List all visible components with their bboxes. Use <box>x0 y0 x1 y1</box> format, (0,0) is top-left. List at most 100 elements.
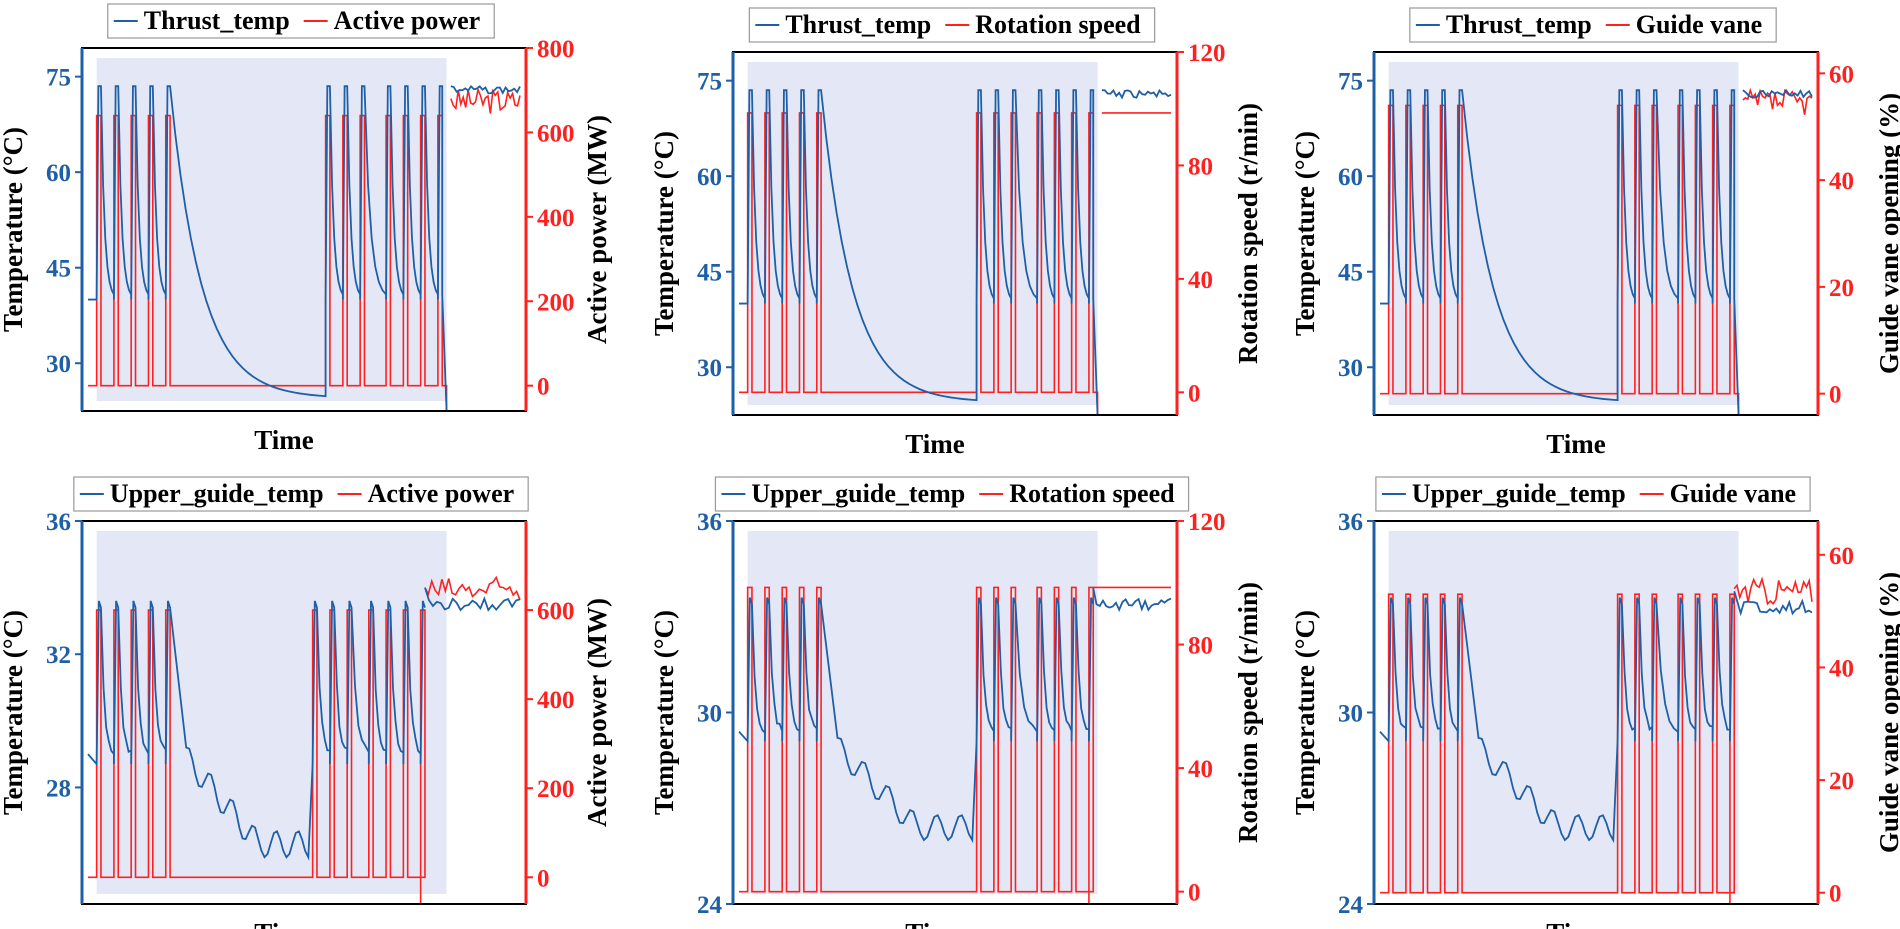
panel-5: 24 30 36 0 40 80 120 Temperature (°C) Rotation s… <box>649 476 1263 929</box>
left-tick-label: 36 <box>697 509 722 536</box>
legend-box <box>1375 476 1811 512</box>
shaded-window <box>96 531 447 894</box>
right-tick-label: 800 <box>537 36 575 63</box>
right-tick-label: 40 <box>1829 655 1854 682</box>
left-tick-label: 60 <box>46 160 71 187</box>
right-tick-label: 120 <box>1188 509 1226 536</box>
legend-entry-label: Rotation speed <box>975 10 1141 39</box>
legend-entry-label: Upper_guide_temp <box>1412 479 1626 508</box>
right-axis-label: Active power (MW) <box>582 115 612 344</box>
legend-entry-label: Guide vane <box>1636 10 1762 39</box>
left-axis-label: Temperature (°C) <box>0 127 28 332</box>
right-tick-label: 600 <box>537 120 575 147</box>
left-tick-label: 60 <box>1338 164 1363 191</box>
right-tick-label: 120 <box>1188 40 1226 67</box>
series-line-upper_guide_temp <box>87 587 521 861</box>
legend-entry-label: Upper_guide_temp <box>751 479 965 508</box>
shaded-window <box>747 531 1098 894</box>
right-axis-label: Rotation speed (r/min) <box>1233 582 1263 843</box>
series-line-upper_guide_temp <box>1379 590 1813 844</box>
left-axis-label: Temperature (°C) <box>1290 131 1320 336</box>
left-tick-label: 45 <box>697 260 722 287</box>
right-tick-label: 200 <box>537 776 575 803</box>
legend-entry-label: Thrust_temp <box>144 6 290 35</box>
right-tick-label: 400 <box>537 687 575 714</box>
left-tick-label: 75 <box>1338 69 1363 96</box>
left-tick-label: 36 <box>46 509 71 536</box>
panel-6: 24 30 36 0 20 40 60 Temperature (°C) Guide vane … <box>1290 476 1900 929</box>
panel-2: 30 45 60 75 0 40 80 120 Temperature (°C) Rotation… <box>649 7 1263 459</box>
left-tick-label: 30 <box>697 701 722 728</box>
left-tick-label: 30 <box>46 351 71 378</box>
right-tick-label: 80 <box>1188 633 1213 660</box>
right-tick-label: 60 <box>1829 61 1854 88</box>
right-tick-label: 200 <box>537 289 575 316</box>
left-axis-label: Temperature (°C) <box>649 610 679 815</box>
series-line-thrust_temp <box>88 85 521 412</box>
shaded-window <box>1388 531 1739 894</box>
right-tick-label: 600 <box>537 598 575 625</box>
panel-1: 30 45 60 75 0 200 400 600 800 Temperature (°C) Act… <box>0 3 612 455</box>
x-axis-label: Time <box>905 429 965 459</box>
left-axis-label: Temperature (°C) <box>1290 610 1320 815</box>
left-tick-label: 75 <box>46 65 71 92</box>
x-axis-label: Time <box>1546 918 1606 929</box>
legend-box <box>107 3 495 39</box>
legend-entry-label: Active power <box>334 6 481 35</box>
left-tick-label: 30 <box>697 355 722 382</box>
left-tick-label: 30 <box>1338 355 1363 382</box>
series-line-thrust_temp <box>739 88 1172 416</box>
x-axis-label: Time <box>905 918 965 929</box>
legend: Upper_guide_temp Active power <box>73 476 529 512</box>
legend: Upper_guide_temp Rotation speed <box>714 476 1190 512</box>
right-tick-label: 0 <box>1188 880 1201 907</box>
left-tick-label: 24 <box>1338 892 1364 919</box>
right-tick-label: 40 <box>1188 267 1213 294</box>
legend-entry-label: Thrust_temp <box>1446 10 1592 39</box>
left-axis-label: Temperature (°C) <box>0 610 28 815</box>
left-tick-label: 32 <box>46 642 71 669</box>
legend-entry-label: Guide vane <box>1670 479 1796 508</box>
legend-entry-label: Rotation speed <box>1009 479 1175 508</box>
legend: Thrust_temp Active power <box>107 3 495 39</box>
right-tick-label: 0 <box>537 865 550 892</box>
legend: Thrust_temp Rotation speed <box>748 7 1156 43</box>
legend-entry-label: Thrust_temp <box>785 10 931 39</box>
right-tick-label: 80 <box>1188 153 1213 180</box>
right-tick-label: 400 <box>537 205 575 232</box>
legend-entry-label: Active power <box>368 479 515 508</box>
series-line-upper_guide_temp <box>738 587 1172 844</box>
legend-box <box>714 476 1190 512</box>
left-tick-label: 30 <box>1338 701 1363 728</box>
series-line-thrust_temp <box>1380 88 1813 416</box>
left-tick-label: 75 <box>697 69 722 96</box>
left-tick-label: 28 <box>46 775 71 802</box>
x-axis-label: Time <box>254 918 314 929</box>
legend-box <box>1409 7 1777 43</box>
right-tick-label: 20 <box>1829 768 1854 795</box>
right-axis-label: Active power (MW) <box>582 598 612 827</box>
left-tick-label: 36 <box>1338 509 1363 536</box>
right-axis-label: Guide vane opening (%) <box>1874 572 1900 853</box>
legend-box <box>73 476 529 512</box>
left-axis-label: Temperature (°C) <box>649 131 679 336</box>
legend: Thrust_temp Guide vane <box>1409 7 1777 43</box>
left-tick-label: 24 <box>697 892 723 919</box>
x-axis-label: Time <box>254 425 314 455</box>
right-tick-label: 0 <box>1829 881 1842 908</box>
left-tick-label: 45 <box>46 256 71 283</box>
right-tick-label: 40 <box>1829 168 1854 195</box>
right-tick-label: 0 <box>1829 382 1842 409</box>
panel-4: 28 32 36 0 200 400 600 Temperature (°C) Active p… <box>0 476 612 929</box>
right-axis-label: Guide vane opening (%) <box>1874 93 1900 374</box>
left-tick-label: 45 <box>1338 260 1363 287</box>
right-tick-label: 60 <box>1829 543 1854 570</box>
right-tick-label: 20 <box>1829 275 1854 302</box>
legend-entry-label: Upper_guide_temp <box>110 479 324 508</box>
right-axis-label: Rotation speed (r/min) <box>1233 103 1263 364</box>
legend: Upper_guide_temp Guide vane <box>1375 476 1811 512</box>
right-tick-label: 0 <box>1188 380 1201 407</box>
x-axis-label: Time <box>1546 429 1606 459</box>
right-tick-label: 0 <box>537 374 550 401</box>
